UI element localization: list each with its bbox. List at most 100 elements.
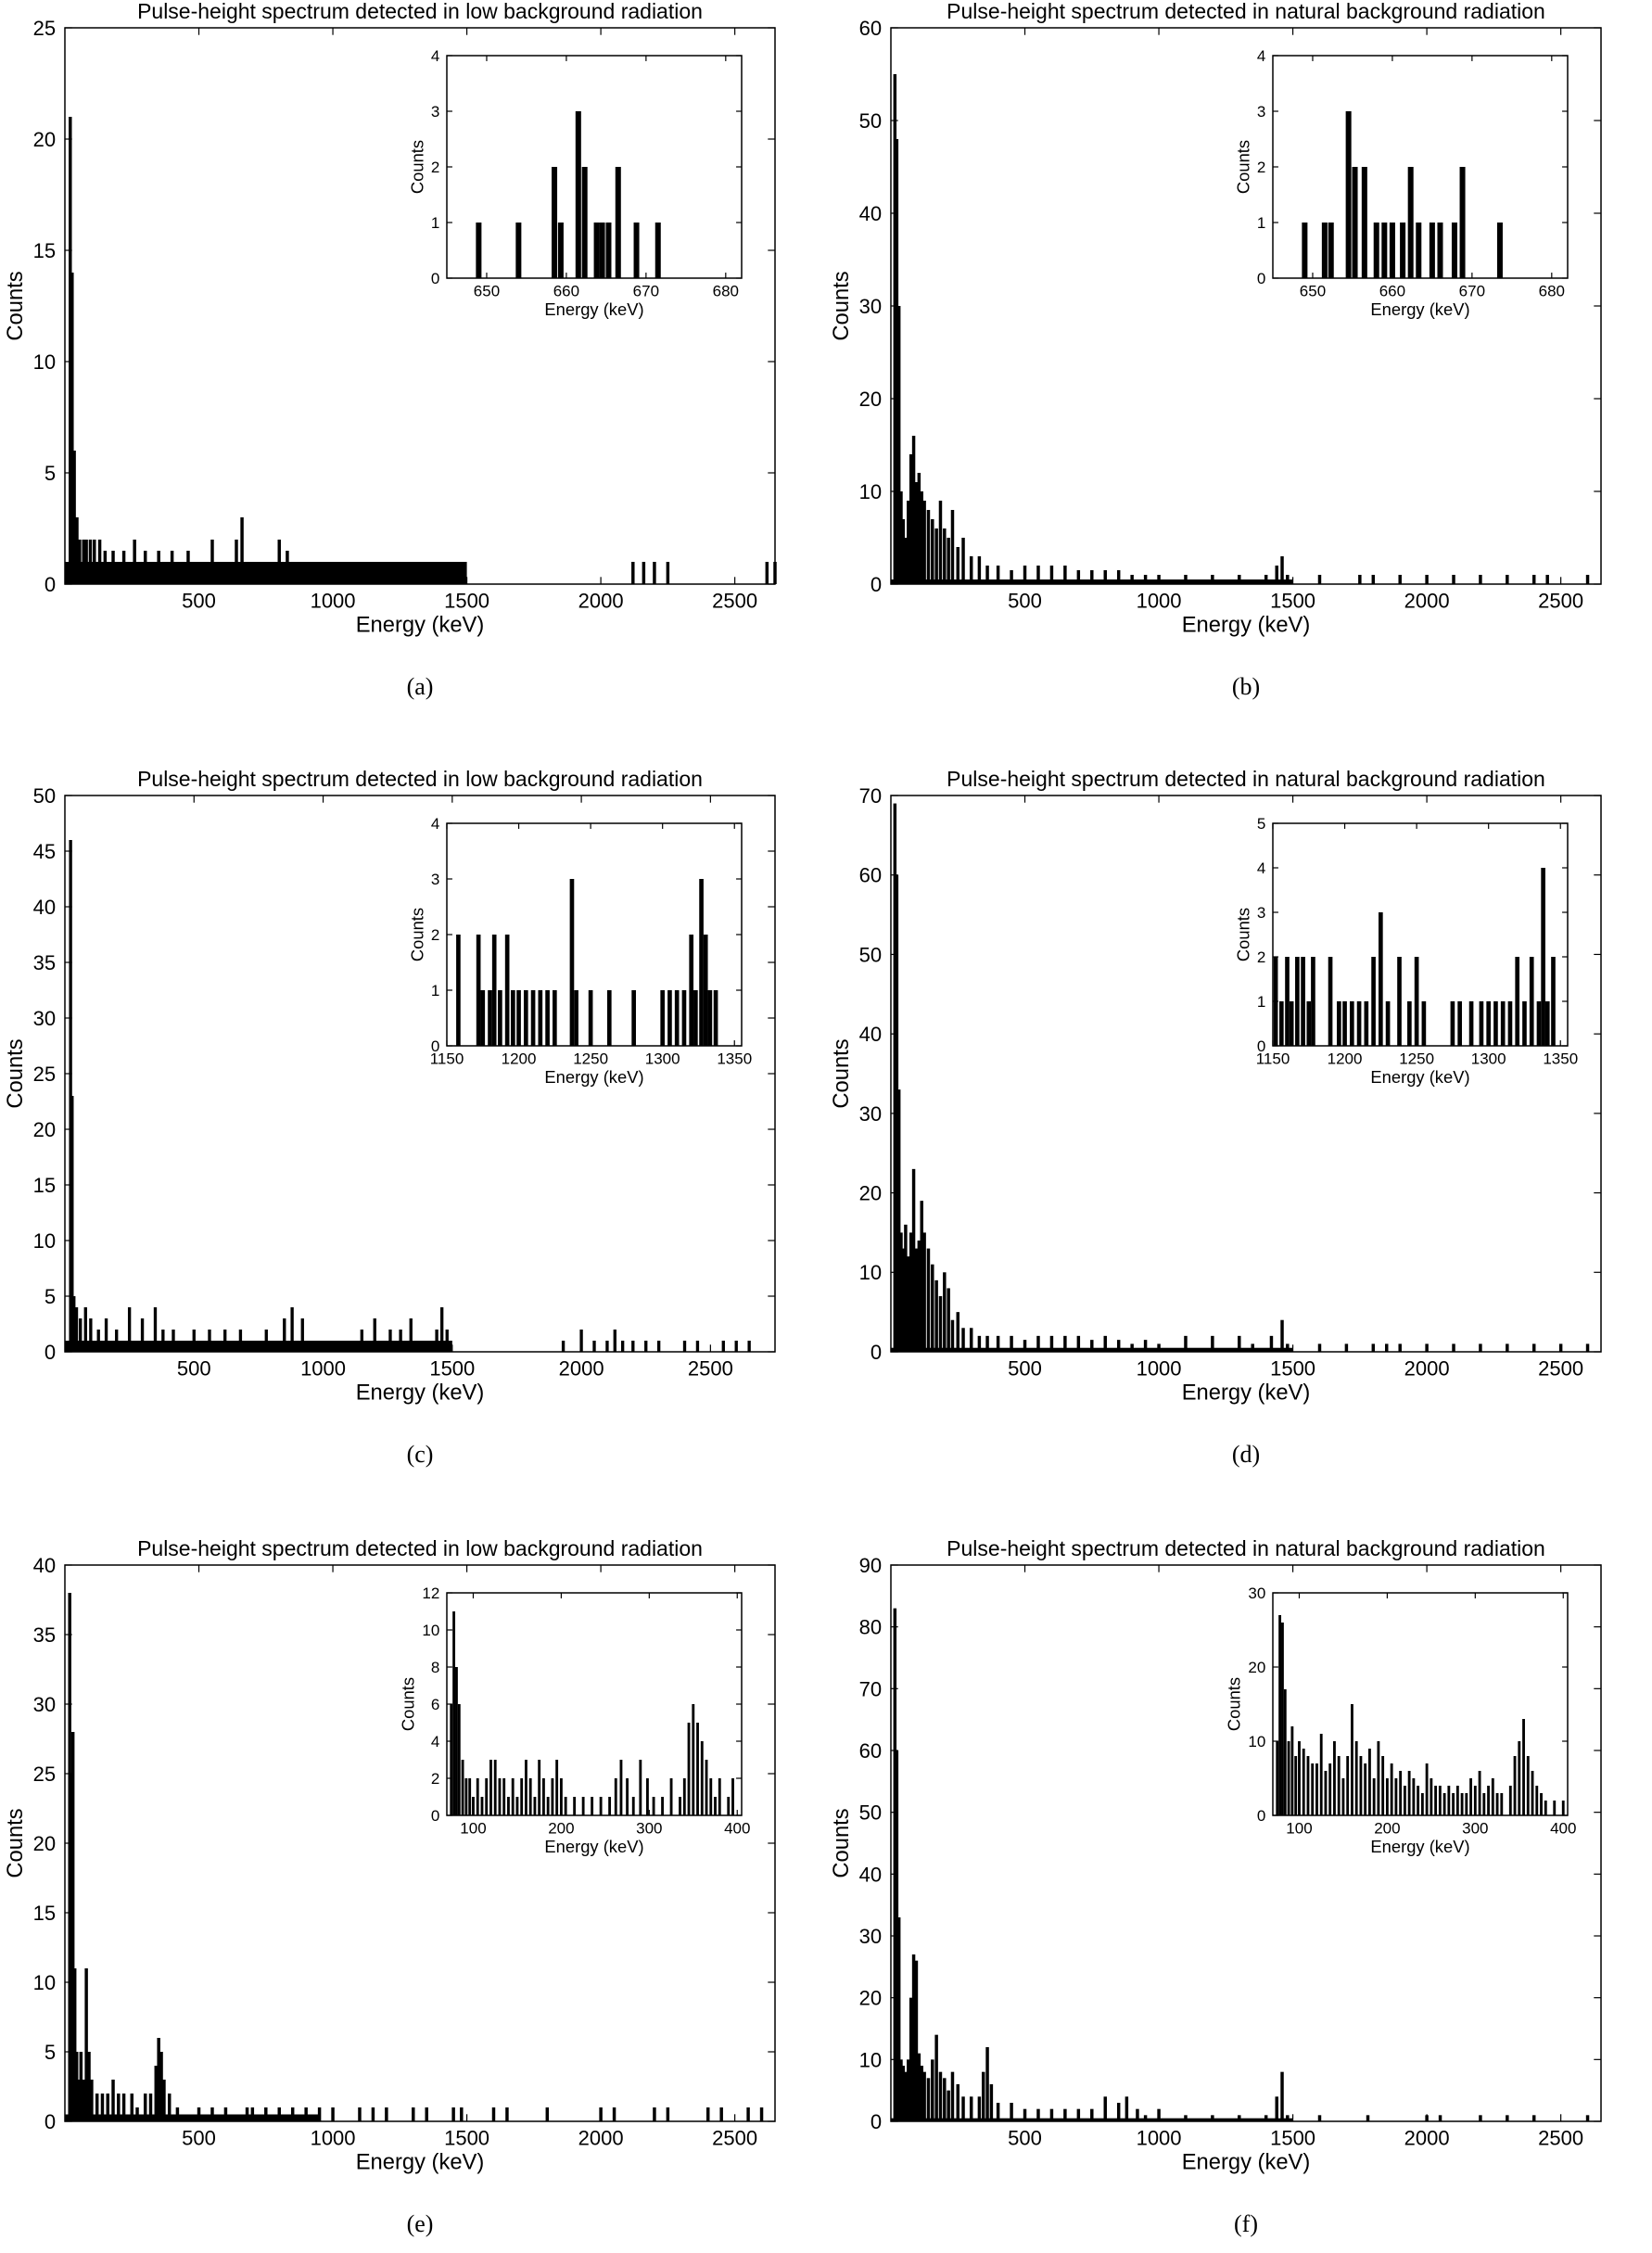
chart-panel-d: Pulse-height spectrum detected in natura… [826, 767, 1652, 1482]
inset-bar [564, 1797, 567, 1815]
bar [746, 2107, 750, 2121]
inset-x-tick-label: 1300 [1471, 1050, 1506, 1068]
y-tick-label: 10 [859, 480, 882, 503]
inset-bar [605, 223, 612, 278]
bar [121, 2094, 126, 2121]
inset-bar [581, 167, 588, 278]
bar [931, 2059, 934, 2121]
inset-bar [1385, 1001, 1391, 1046]
y-axis-label: Counts [829, 271, 854, 340]
bar [947, 538, 950, 584]
inset-x-tick-label: 680 [713, 283, 739, 300]
inset-bar [1364, 1763, 1367, 1815]
inset-bar [1306, 1756, 1310, 1815]
inset-bar [1437, 223, 1443, 278]
inset-bar [1328, 1763, 1332, 1815]
inset-plot-frame [1272, 822, 1569, 1047]
bar [969, 556, 973, 584]
inset-bar [1553, 1801, 1557, 1815]
inset-x-axis-label: Energy (keV) [544, 1837, 643, 1856]
inset-bar [516, 990, 521, 1046]
bar [938, 501, 943, 584]
inset-bar [1281, 1623, 1284, 1815]
x-tick-label: 2500 [688, 1356, 733, 1380]
inset-bar [498, 1778, 502, 1815]
inset-bar [476, 223, 482, 278]
bar [893, 1608, 897, 2121]
bar [240, 517, 244, 584]
bar [250, 562, 255, 584]
inset-bar [1311, 957, 1315, 1046]
inset-bar [480, 990, 486, 1046]
bar [920, 491, 923, 584]
inset-bar [574, 990, 578, 1046]
inset-bar [1531, 1771, 1534, 1815]
x-tick-label: 2500 [1538, 2126, 1583, 2149]
bar [1371, 1343, 1376, 1352]
bar [901, 2066, 906, 2121]
bar [133, 540, 136, 584]
panel-caption: (b) [1231, 673, 1261, 700]
bar [79, 2052, 83, 2121]
x-tick-label: 2000 [1404, 1356, 1450, 1380]
bar [914, 482, 919, 584]
bar [904, 1224, 908, 1352]
bar [505, 2107, 509, 2121]
inset-bar [1359, 1756, 1363, 1815]
bar [943, 2078, 947, 2121]
inset-x-tick-label: 200 [548, 1820, 574, 1838]
inset-x-axis-label: Energy (keV) [544, 1067, 643, 1087]
inset-bar [452, 1611, 456, 1815]
inset-bar [1337, 1001, 1341, 1046]
bar [167, 2094, 172, 2121]
panel-caption: (c) [406, 1441, 434, 1468]
inset-bar [689, 935, 694, 1046]
bar [996, 2103, 1000, 2121]
bar [1585, 2115, 1590, 2121]
inset-bar [1473, 1786, 1477, 1815]
bar [460, 562, 464, 584]
y-tick-label: 0 [44, 1341, 56, 1364]
x-tick-label: 2500 [712, 2126, 757, 2149]
inset-bar [1278, 1001, 1284, 1046]
y-axis-label: Counts [3, 271, 28, 340]
inset-bar [1306, 1001, 1312, 1046]
y-tick-label: 20 [859, 1181, 882, 1204]
inset-bar [528, 1778, 532, 1815]
bar [70, 1732, 75, 2121]
inset-bar [1341, 1778, 1345, 1815]
inset-bar [575, 111, 581, 278]
inset-bar [1289, 1001, 1294, 1046]
bar [1371, 575, 1376, 584]
bar [950, 1319, 955, 1352]
bar [344, 562, 349, 584]
inset-y-tick-label: 1 [431, 982, 439, 999]
bar [1010, 2103, 1013, 2121]
inset-y-tick-label: 20 [1248, 1659, 1265, 1676]
bar [1438, 2115, 1442, 2121]
inset-y-tick-label: 2 [431, 1770, 439, 1788]
bar [969, 1328, 973, 1352]
bar [1251, 1343, 1254, 1352]
bar [186, 551, 190, 584]
bar [914, 1248, 919, 1352]
bar [956, 1312, 959, 1352]
bar [88, 540, 93, 584]
inset-x-tick-label: 650 [1300, 283, 1326, 300]
inset-bar [588, 990, 593, 1046]
y-tick-label: 40 [859, 202, 882, 225]
bar [74, 1307, 79, 1352]
inset-bar [679, 1797, 681, 1815]
inset-x-tick-label: 100 [1286, 1820, 1312, 1838]
chart-svg: Pulse-height spectrum detected in natura… [829, 767, 1602, 1406]
bar [72, 1968, 77, 2121]
bar [1545, 575, 1549, 584]
bar [911, 436, 916, 584]
inset-bar [1352, 167, 1358, 278]
bar [911, 1168, 916, 1352]
inset-bar [457, 1704, 461, 1815]
bar [248, 1341, 253, 1352]
inset-bar [1346, 1756, 1350, 1815]
baseline-bar [65, 2114, 320, 2121]
